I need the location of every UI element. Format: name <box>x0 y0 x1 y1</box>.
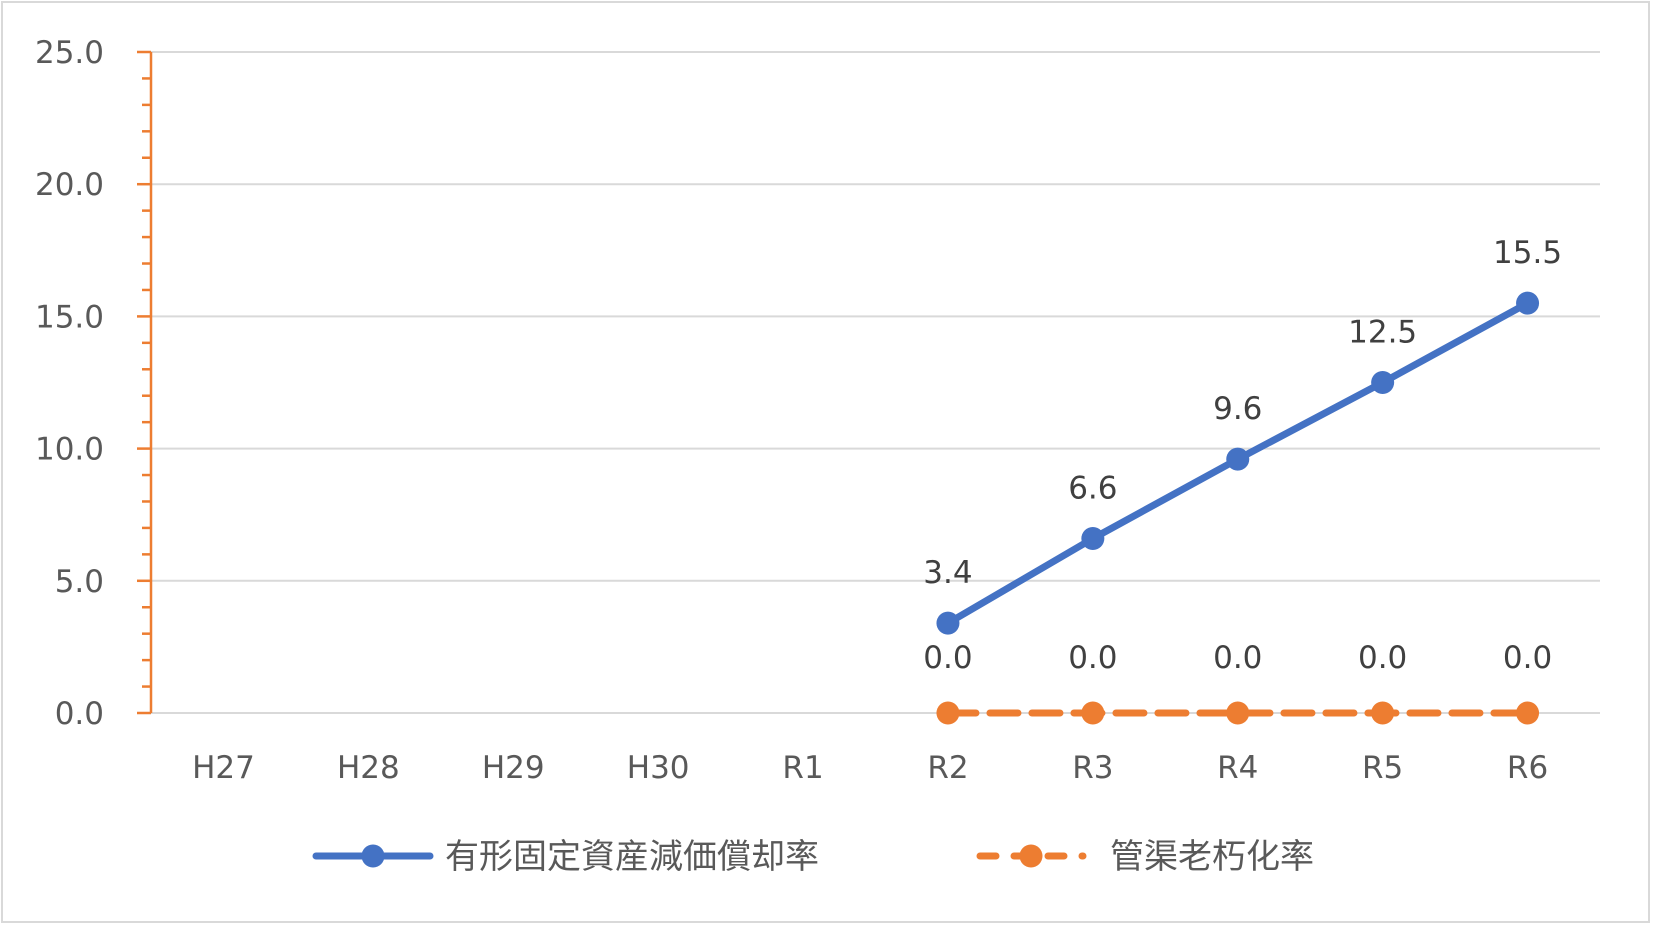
x-tick-label: R2 <box>927 750 968 786</box>
data-label: 15.5 <box>1493 235 1562 271</box>
legend: 有形固定資産減価償却率 管渠老朽化率 <box>312 837 1314 877</box>
legend-marker-icon <box>1019 844 1043 868</box>
y-tick-label: 20.0 <box>35 167 104 203</box>
y-tick-label: 15.0 <box>35 299 104 335</box>
legend-marker-icon <box>361 844 385 868</box>
x-tick-label: R6 <box>1507 750 1548 786</box>
data-point-marker[interactable] <box>936 611 960 635</box>
y-tick-label: 10.0 <box>35 432 104 468</box>
legend-item-depreciation-rate[interactable]: 有形固定資産減価償却率 <box>312 837 819 877</box>
x-tick-label: H28 <box>337 750 400 786</box>
x-tick-label: R1 <box>782 750 823 786</box>
data-point-marker[interactable] <box>1081 526 1105 550</box>
data-label: 0.0 <box>1503 640 1552 676</box>
data-point-marker[interactable] <box>1081 701 1105 725</box>
x-tick-label: R4 <box>1217 750 1258 786</box>
data-label: 3.4 <box>923 555 972 591</box>
series-group: 3.4 6.6 9.6 12.5 15.5 0.0 0.0 0.0 0.0 0.0 <box>923 235 1562 725</box>
data-point-marker[interactable] <box>1226 701 1250 725</box>
gridlines <box>151 51 1600 714</box>
x-tick-label: H30 <box>627 750 690 786</box>
data-point-marker[interactable] <box>1516 701 1540 725</box>
data-label: 0.0 <box>1358 640 1407 676</box>
data-label: 9.6 <box>1213 391 1262 427</box>
legend-item-pipe-aging-rate[interactable]: 管渠老朽化率 <box>976 837 1314 877</box>
y-tick-label: 25.0 <box>35 35 104 71</box>
data-label: 0.0 <box>1068 640 1117 676</box>
data-label: 12.5 <box>1348 315 1417 351</box>
data-point-marker[interactable] <box>1371 371 1395 394</box>
data-point-marker[interactable] <box>1226 447 1250 471</box>
legend-label: 管渠老朽化率 <box>1110 837 1314 877</box>
data-point-marker[interactable] <box>1371 701 1395 725</box>
series-pipe-aging-rate: 0.0 0.0 0.0 0.0 0.0 <box>923 640 1552 725</box>
y-tick-label: 0.0 <box>55 696 104 732</box>
data-point-marker[interactable] <box>1516 291 1540 315</box>
x-tick-label: H29 <box>482 750 545 786</box>
data-point-marker[interactable] <box>936 701 960 725</box>
x-axis: H27 H28 H29 H30 R1 R2 R3 R4 R5 R6 <box>192 750 1548 786</box>
x-tick-label: H27 <box>192 750 255 786</box>
data-label: 0.0 <box>923 640 972 676</box>
series-depreciation-rate: 3.4 6.6 9.6 12.5 15.5 <box>923 235 1562 635</box>
data-label: 0.0 <box>1213 640 1262 676</box>
data-label: 6.6 <box>1068 470 1117 506</box>
y-tick-label: 5.0 <box>55 564 104 600</box>
x-tick-label: R5 <box>1362 750 1403 786</box>
legend-label: 有形固定資産減価償却率 <box>445 837 819 877</box>
x-tick-label: R3 <box>1072 750 1113 786</box>
y-axis: 0.0 5.0 10.0 15.0 20.0 25.0 <box>35 35 153 732</box>
